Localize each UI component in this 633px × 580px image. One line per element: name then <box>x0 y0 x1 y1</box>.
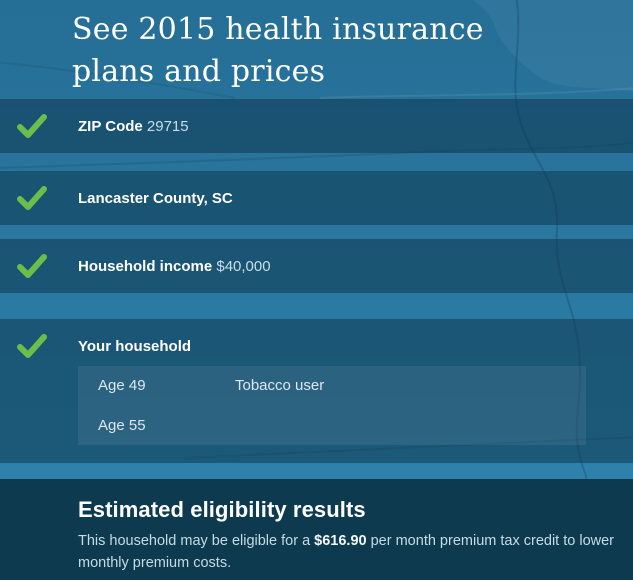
step-zip-code[interactable]: ZIP Code 29715 <box>0 99 633 153</box>
credit-amount: $616.90 <box>314 533 367 549</box>
step-value: 29715 <box>146 117 189 135</box>
step-zip-code-text: ZIP Code 29715 <box>0 118 189 135</box>
member-age: Age 55 <box>98 417 146 434</box>
step-value: $40,000 <box>216 257 271 275</box>
step-county-text: Lancaster County, SC <box>0 190 233 207</box>
results-body: This household may be eligible for a $61… <box>78 531 633 574</box>
household-members-panel: Age 49 Tobacco user Age 55 <box>78 366 586 445</box>
member-age: Age 49 <box>98 377 146 394</box>
household-member-row: Age 49 Tobacco user <box>98 366 566 406</box>
results-body-suffix: per month premium tax credit to lower mo… <box>78 533 614 571</box>
step-label: Lancaster County, SC <box>78 189 233 207</box>
household-member-row: Age 55 <box>98 406 566 446</box>
step-label: Household income <box>78 257 213 275</box>
step-household[interactable]: Your household Age 49 Tobacco user Age 55 <box>0 319 633 463</box>
member-tobacco-status: Tobacco user <box>235 377 325 394</box>
map-land-patch <box>473 0 633 92</box>
map-border-line <box>0 61 236 99</box>
step-label: ZIP Code <box>78 117 143 135</box>
step-household-text: Your household <box>0 338 191 355</box>
step-label: Your household <box>78 337 192 355</box>
check-icon <box>17 254 47 278</box>
step-county[interactable]: Lancaster County, SC <box>0 171 633 225</box>
page-title: See 2015 health insurance plans and pric… <box>72 9 484 93</box>
results-body-prefix: This household may be eligible for a <box>78 533 315 549</box>
check-icon <box>17 186 47 210</box>
results-heading: Estimated eligibility results <box>78 497 366 522</box>
page-title-line1: See 2015 health insurance <box>72 12 484 47</box>
results-section: Estimated eligibility results This house… <box>0 479 633 580</box>
check-icon <box>17 114 47 138</box>
page-title-line2: plans and prices <box>72 54 326 89</box>
map-border-line <box>319 87 633 99</box>
step-income-text: Household income $40,000 <box>0 258 271 275</box>
check-icon <box>17 334 47 358</box>
step-income[interactable]: Household income $40,000 <box>0 239 633 293</box>
